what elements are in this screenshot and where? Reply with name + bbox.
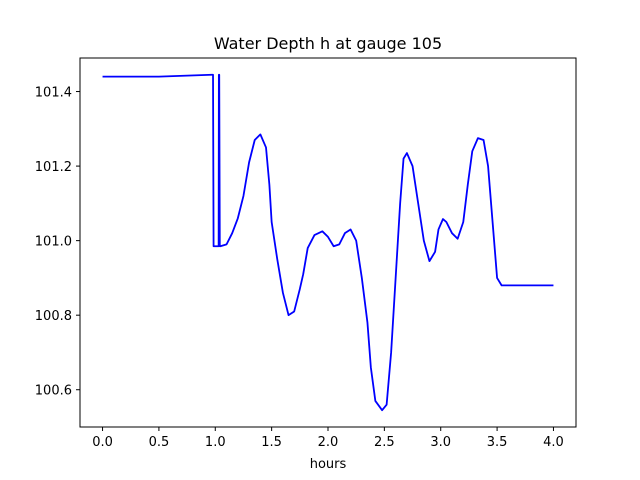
plot-area <box>102 73 554 412</box>
y-axis: 100.6 100.8 101.0 101.2 101.4 <box>35 86 80 399</box>
x-tick-label: 3.0 <box>430 435 451 450</box>
x-tick-label: 2.0 <box>318 435 339 450</box>
x-tick-label: 0.0 <box>92 435 113 450</box>
x-tick-label: 1.5 <box>261 435 282 450</box>
x-axis-label: hours <box>310 457 347 472</box>
y-tick-label: 101.4 <box>35 86 72 101</box>
y-tick-label: 100.8 <box>35 309 72 324</box>
x-tick-label: 1.0 <box>205 435 226 450</box>
x-axis: 0.0 0.5 1.0 1.5 2.0 2.5 3.0 3.5 4.0 <box>92 427 564 450</box>
x-tick-label: 0.5 <box>149 435 170 450</box>
y-tick-label: 100.6 <box>35 384 72 399</box>
y-tick-label: 101.2 <box>35 160 72 175</box>
x-tick-label: 4.0 <box>543 435 564 450</box>
x-tick-label: 2.5 <box>374 435 395 450</box>
series-line-0 <box>102 73 554 412</box>
x-tick-label: 3.5 <box>487 435 508 450</box>
chart-title: Water Depth h at gauge 105 <box>214 34 442 53</box>
y-tick-label: 101.0 <box>35 235 72 250</box>
plot-frame <box>79 57 577 428</box>
